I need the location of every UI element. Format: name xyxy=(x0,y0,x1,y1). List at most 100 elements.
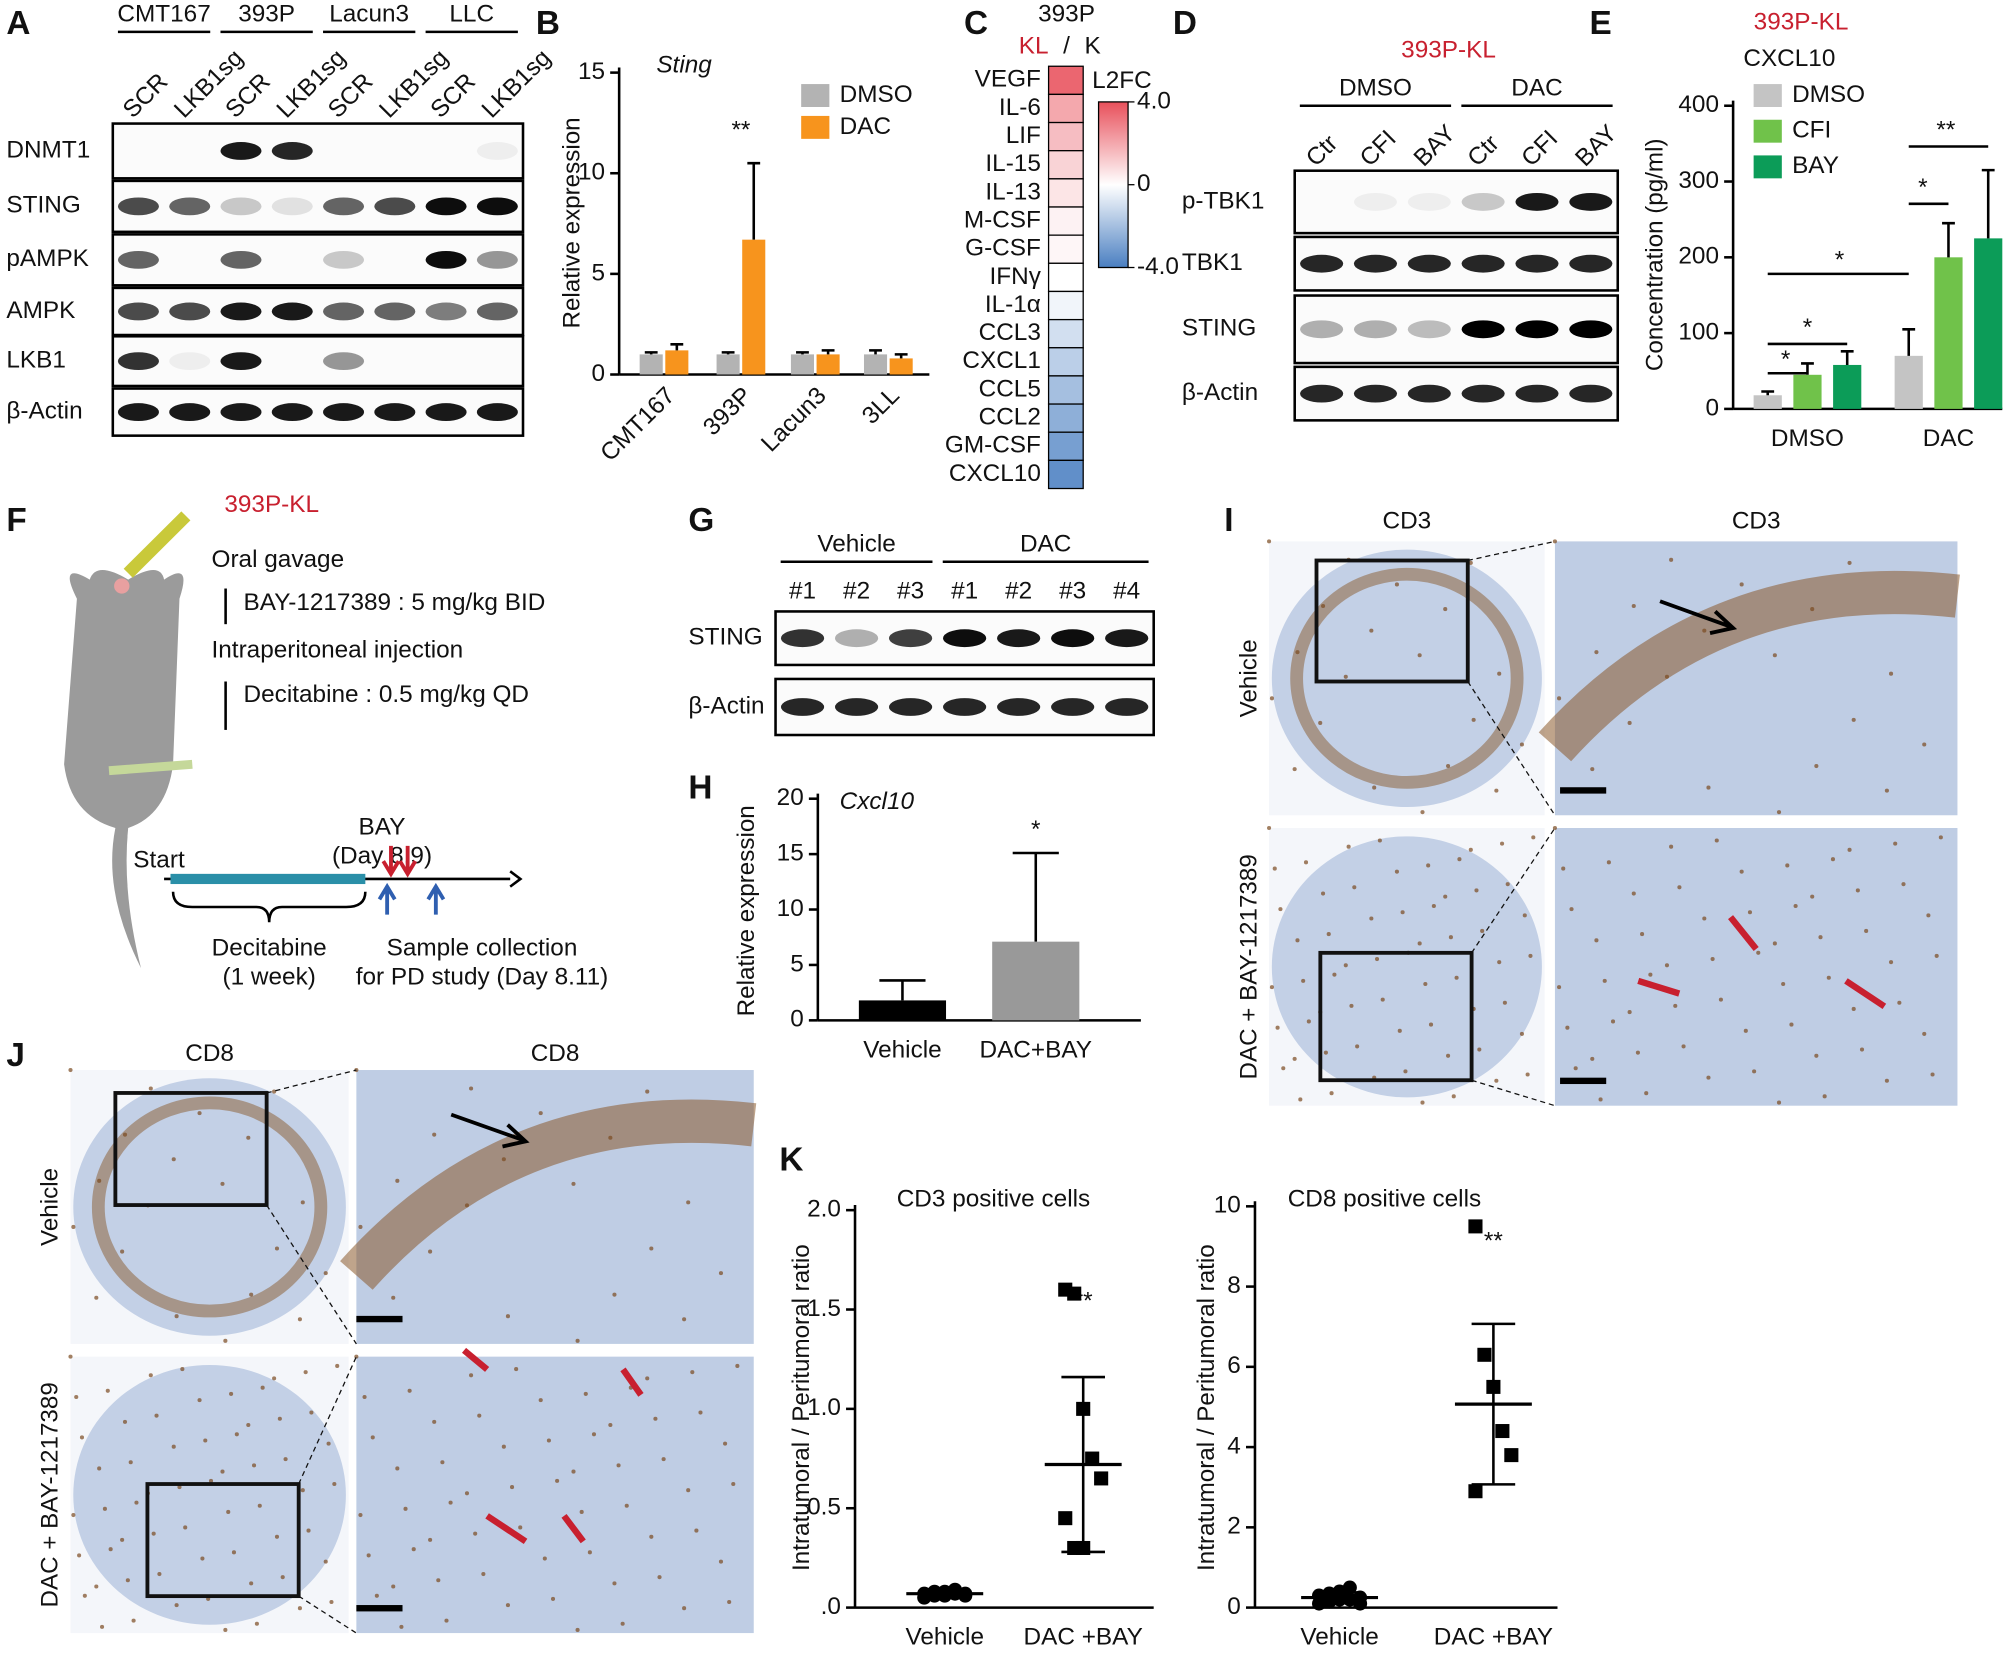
band xyxy=(117,403,159,422)
cell xyxy=(542,1556,547,1561)
cell xyxy=(79,1435,85,1440)
cell xyxy=(370,1435,375,1440)
cell xyxy=(183,1525,188,1530)
cell xyxy=(686,1488,691,1493)
cell xyxy=(82,1593,87,1598)
cell xyxy=(399,1624,404,1629)
cell xyxy=(122,1132,128,1137)
chart-title: CD3 positive cells xyxy=(897,1185,1090,1212)
point xyxy=(1477,1347,1492,1362)
cell xyxy=(428,1249,433,1254)
cell xyxy=(231,1550,237,1555)
cell xyxy=(1590,767,1595,772)
heat-cell xyxy=(1047,121,1084,152)
label: Decitabine xyxy=(212,934,327,961)
brace xyxy=(171,891,367,923)
cell xyxy=(514,1367,519,1372)
band xyxy=(425,197,467,216)
x-tick-label: CMT167 xyxy=(595,382,680,467)
x-tick-label: 3LL xyxy=(857,382,905,430)
cell xyxy=(1706,1075,1711,1080)
row-label: G-CSF xyxy=(965,235,1041,262)
x-tick-label: DAC +BAY xyxy=(1434,1624,1553,1651)
point xyxy=(1504,1448,1519,1463)
band xyxy=(374,403,416,422)
y-tick-label: 5 xyxy=(790,950,804,977)
cell xyxy=(1718,997,1723,1002)
cell xyxy=(608,1422,613,1428)
band xyxy=(272,251,313,269)
y-axis-label: Relative expression xyxy=(558,117,585,328)
cell xyxy=(94,1584,99,1589)
cell xyxy=(105,1388,110,1393)
row-label: p-TBK1 xyxy=(1182,187,1265,214)
cell xyxy=(1893,841,1898,846)
y-tick-label: 15 xyxy=(578,58,605,85)
row-label: TBK1 xyxy=(1182,249,1243,276)
band xyxy=(117,352,159,371)
cell xyxy=(260,1385,265,1390)
cell xyxy=(481,1572,486,1577)
group-label: 393P xyxy=(238,1,295,28)
band xyxy=(426,352,467,370)
band xyxy=(323,250,365,269)
cell xyxy=(444,1618,449,1623)
colorbar xyxy=(1097,101,1129,269)
bar xyxy=(742,239,766,375)
band xyxy=(1461,384,1505,403)
band xyxy=(271,197,313,216)
y-tick-label: 2.0 xyxy=(807,1196,841,1223)
red-arrow xyxy=(485,1513,528,1545)
cell xyxy=(469,1086,474,1091)
bar xyxy=(1974,238,2003,409)
cell xyxy=(1295,938,1300,943)
lane-label: #2 xyxy=(843,578,870,605)
mouse-nose xyxy=(114,578,130,594)
cell xyxy=(120,1249,125,1254)
band xyxy=(997,629,1041,648)
cell xyxy=(1598,1097,1603,1102)
cell xyxy=(649,1534,654,1539)
cell xyxy=(1573,1066,1578,1071)
cell xyxy=(686,1200,691,1205)
x-tick-label: DMSO xyxy=(1771,425,1844,452)
band xyxy=(780,629,825,648)
bar xyxy=(858,1000,947,1021)
group-label: DAC xyxy=(1020,531,1071,558)
cell xyxy=(1557,696,1562,701)
cell xyxy=(1569,907,1574,912)
cell xyxy=(1847,560,1852,565)
cell xyxy=(251,1463,257,1468)
legend-label: CFI xyxy=(1792,117,1831,144)
blot-strip xyxy=(111,335,525,388)
cell xyxy=(323,1559,328,1564)
band xyxy=(1515,192,1559,211)
x-tick-label: 393P xyxy=(698,382,757,441)
cell xyxy=(1372,785,1377,790)
cell xyxy=(645,1089,650,1094)
blot-title: 393P-KL xyxy=(1401,36,1496,63)
band xyxy=(476,250,518,269)
row-label: IFNγ xyxy=(989,263,1041,290)
band xyxy=(220,142,262,160)
cell xyxy=(1810,894,1815,899)
y-tick-label: 300 xyxy=(1678,167,1719,194)
cell xyxy=(272,1089,277,1094)
point xyxy=(1468,1219,1483,1234)
group-label: DAC xyxy=(1511,75,1562,102)
band xyxy=(888,698,933,716)
column-label: CD8 xyxy=(531,1040,580,1067)
cell xyxy=(94,1295,99,1300)
panel-label: K xyxy=(779,1142,803,1179)
y-tick-label: 400 xyxy=(1678,91,1719,118)
cell xyxy=(1938,835,1943,840)
cell xyxy=(120,1537,125,1542)
cell xyxy=(1888,671,1894,676)
cell xyxy=(1789,1022,1794,1027)
error-bar xyxy=(747,161,761,240)
cell xyxy=(571,1181,576,1186)
cell xyxy=(249,1581,254,1586)
band xyxy=(1353,192,1398,211)
error-bar xyxy=(1840,350,1854,365)
band xyxy=(1353,254,1398,273)
